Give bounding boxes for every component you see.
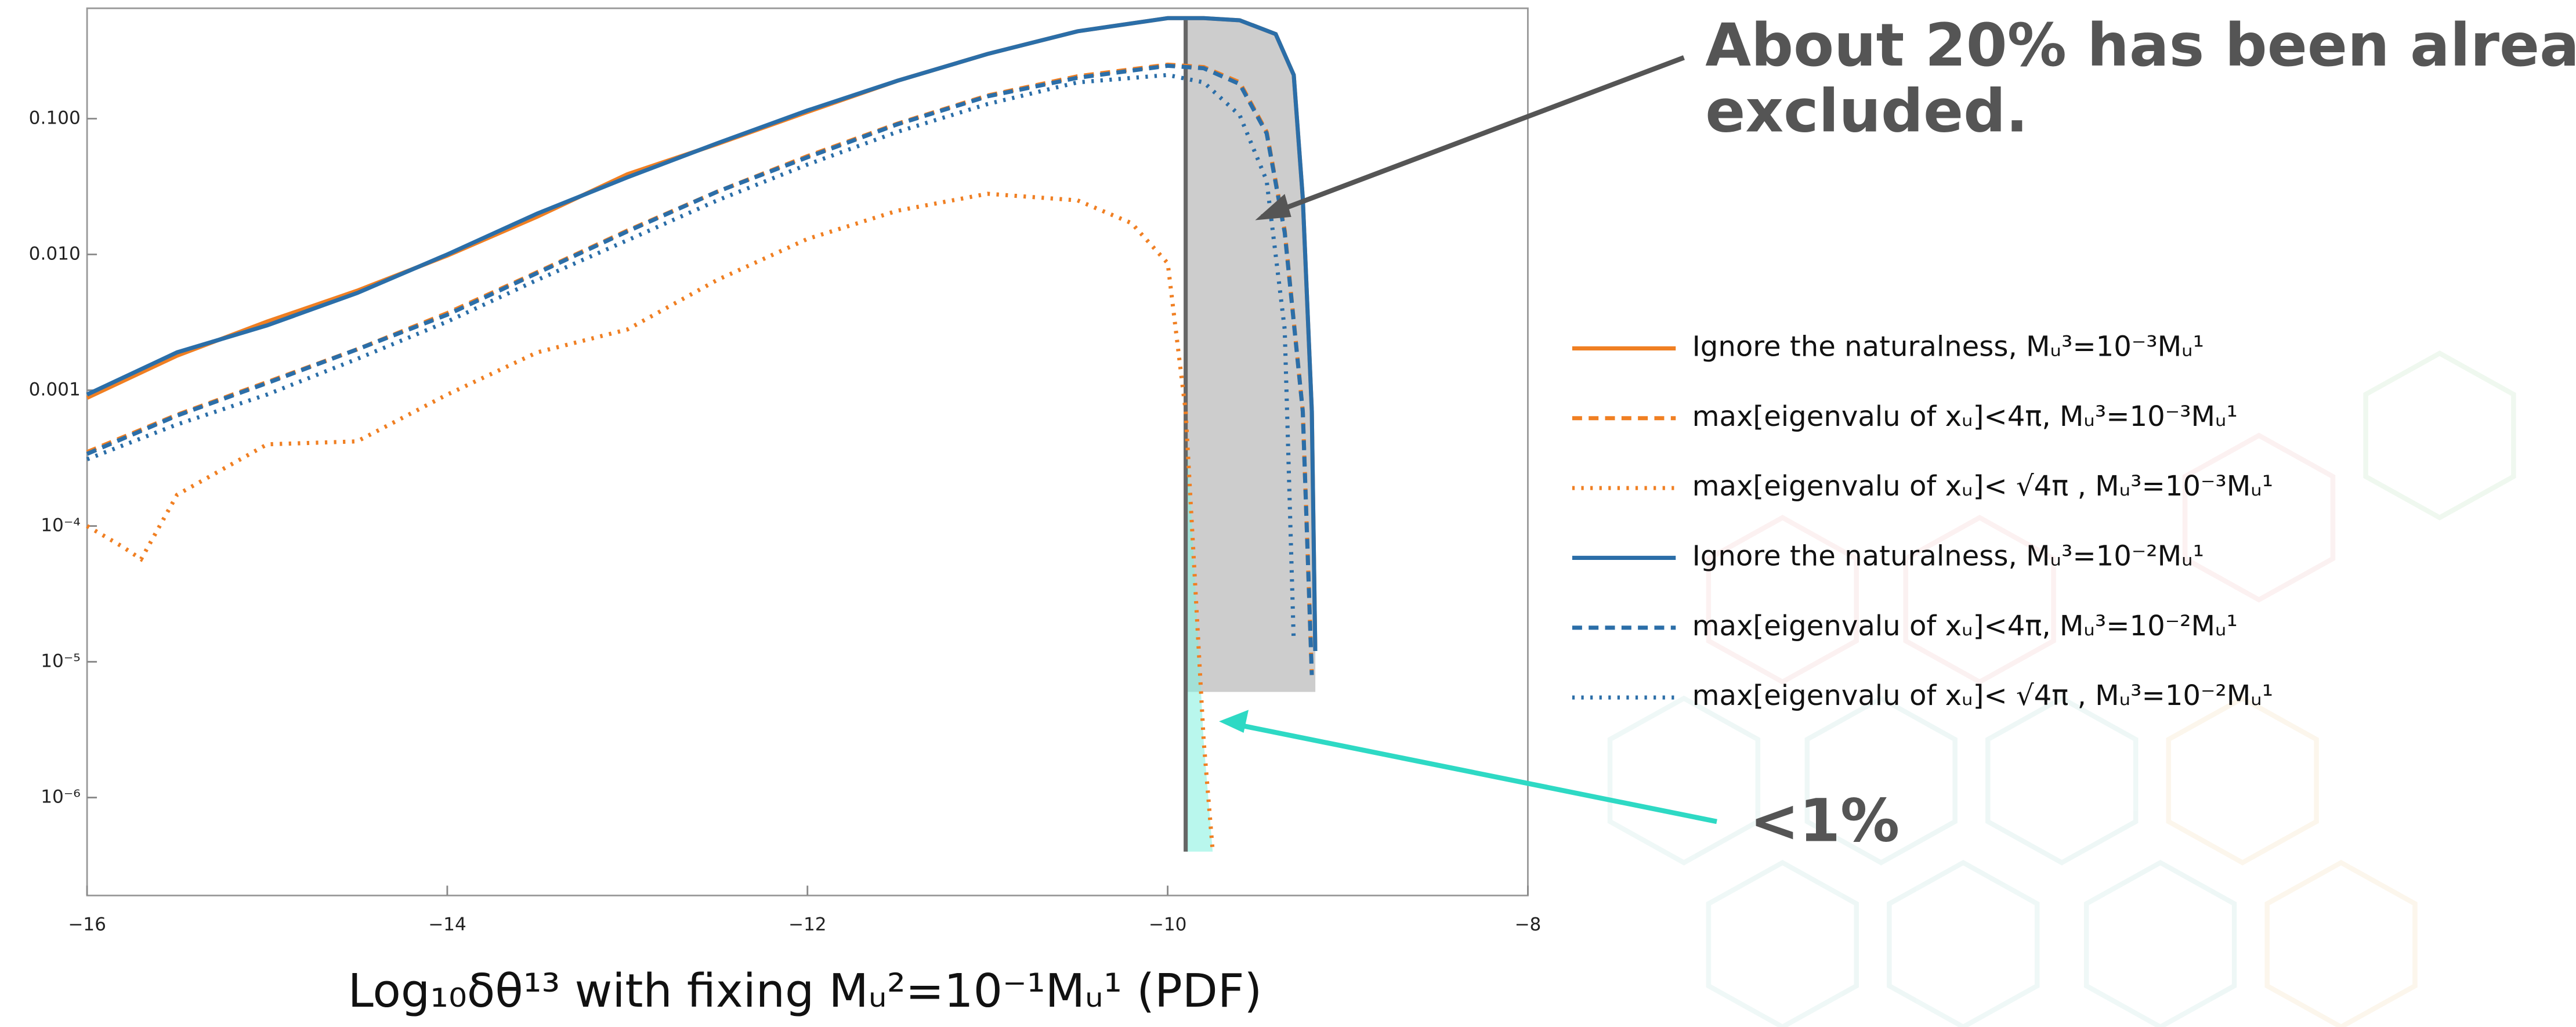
legend-label: Ignore the naturalness, Mᵤ³=10⁻³Mᵤ¹	[1692, 330, 2204, 363]
annotation-arrow	[1261, 55, 1685, 219]
arrow-head	[1255, 194, 1291, 220]
series-line	[86, 16, 1318, 652]
y-tick-label: 10⁻⁶	[41, 787, 81, 808]
x-tick-label: −10	[1149, 914, 1187, 935]
annotation-arrow	[1228, 720, 1717, 825]
y-tick-label: 0.010	[29, 244, 81, 265]
legend-label: max[eigenvalu of xᵤ]< √4π , Mᵤ³=10⁻²Mᵤ¹	[1692, 679, 2273, 712]
legend: Ignore the naturalness, Mᵤ³=10⁻³Mᵤ¹ max[e…	[1572, 330, 2273, 712]
series-line	[86, 63, 1314, 675]
annotation: About 20% has been already excluded.	[1705, 11, 2576, 146]
background-hexagons	[1607, 350, 2516, 1027]
x-axis-label: Log₁₀δθ¹³ with fixing Mᵤ²=10⁻¹Mᵤ¹ (PDF)	[348, 964, 1262, 1018]
series-line	[86, 73, 1296, 642]
x-tick-label: −12	[788, 914, 827, 935]
y-tick-label: 0.001	[29, 379, 81, 400]
series-line	[86, 16, 1318, 652]
legend-label: max[eigenvalu of xᵤ]<4π, Mᵤ³=10⁻³Mᵤ¹	[1692, 400, 2238, 433]
x-tick-label: −8	[1514, 914, 1541, 935]
legend-label: Ignore the naturalness, Mᵤ³=10⁻²Mᵤ¹	[1692, 540, 2204, 572]
x-tick-label: −16	[68, 914, 106, 935]
series-line	[86, 62, 1314, 675]
arrow-head	[1219, 710, 1249, 733]
legend-label: max[eigenvalu of xᵤ]<4π, Mᵤ³=10⁻²Mᵤ¹	[1692, 610, 2238, 642]
y-tick-label: 10⁻⁴	[41, 515, 81, 536]
y-tick-label: 10⁻⁵	[41, 651, 81, 672]
x-tick-label: −14	[428, 914, 466, 935]
plot-area: −16 −14 −12 −10 −8 0.100 0.010 0.001 10⁻⁴ 10⁻⁵ 10⁻…	[29, 16, 1541, 935]
y-tick-label: 0.100	[29, 108, 81, 129]
small-region	[1185, 411, 1213, 852]
legend-label: max[eigenvalu of xᵤ]< √4π , Mᵤ³=10⁻³Mᵤ¹	[1692, 470, 2273, 502]
annotation: <1%	[1750, 786, 1900, 855]
excluded-region	[1185, 18, 1316, 692]
series-line	[86, 191, 1215, 852]
